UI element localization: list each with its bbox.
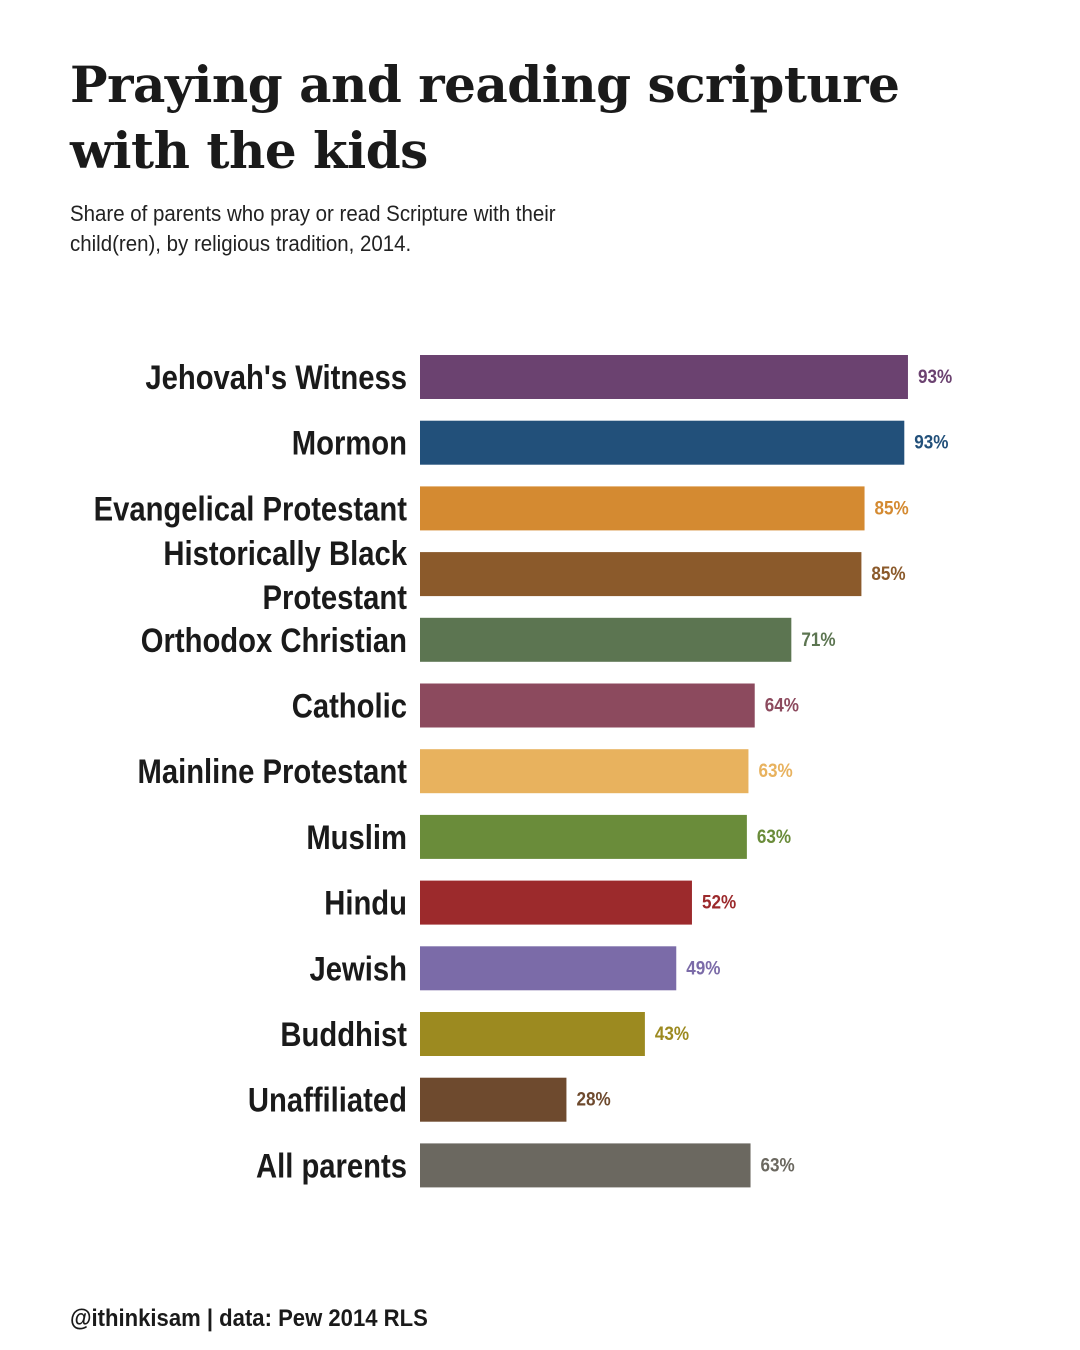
value-label: 64% (765, 695, 799, 716)
category-label: Historically Black Protestant (163, 534, 407, 617)
value-label: 85% (875, 498, 909, 519)
category-label: Orthodox Christian (141, 621, 407, 660)
category-label: Hindu (324, 884, 407, 923)
category-label: Muslim (306, 818, 407, 857)
bar (420, 1077, 567, 1122)
chart-subtitle: Share of parents who pray or read Script… (70, 201, 556, 256)
bar (420, 749, 749, 794)
category-label: Jehovah's Witness (145, 358, 407, 397)
bar (420, 1012, 645, 1056)
value-label: 63% (757, 826, 791, 847)
bar (420, 1143, 751, 1188)
category-label: Jewish (310, 949, 407, 988)
chart-title: Praying and reading scripture with the k… (70, 55, 900, 180)
value-label: 63% (761, 1155, 795, 1176)
bar-chart: Jehovah's Witness 93% Mormon 93% Evangelical… (94, 355, 952, 1188)
bar (420, 880, 692, 925)
category-label: Catholic (292, 686, 407, 725)
source-credit: @ithinkisam | data: Pew 2014 RLS (70, 1305, 428, 1332)
value-label: 93% (914, 432, 948, 453)
category-label: All parents (256, 1146, 407, 1185)
bar (420, 355, 908, 399)
value-label: 43% (655, 1023, 689, 1044)
value-label: 49% (686, 957, 720, 978)
bar (420, 946, 677, 991)
bar (420, 486, 865, 531)
value-label: 85% (871, 563, 905, 584)
value-label: 52% (702, 892, 736, 913)
category-label: Evangelical Protestant (94, 489, 408, 528)
bar (420, 420, 905, 465)
category-label: Buddhist (280, 1015, 407, 1054)
bar (420, 683, 755, 728)
value-label: 28% (576, 1089, 610, 1110)
category-label: Unaffiliated (248, 1081, 407, 1120)
value-label: 71% (801, 629, 835, 650)
category-label: Mainline Protestant (137, 752, 407, 791)
category-label: Mormon (292, 424, 407, 463)
bar (420, 552, 862, 597)
value-label: 63% (758, 760, 792, 781)
value-label: 93% (918, 366, 952, 387)
bar (420, 814, 747, 859)
bar (420, 617, 792, 662)
